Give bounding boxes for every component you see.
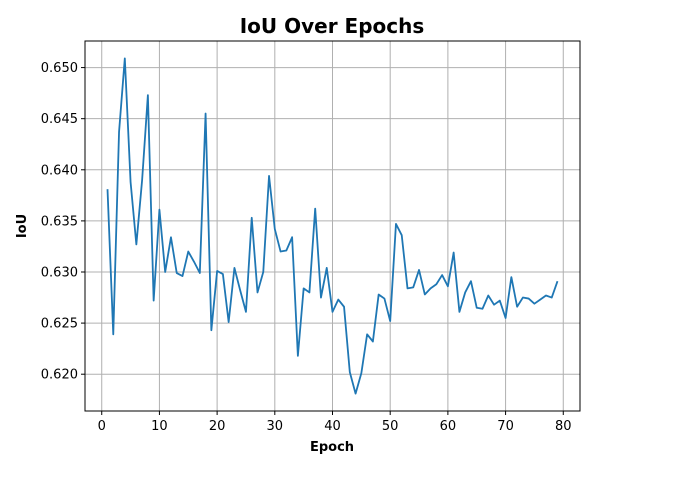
x-tick-label: 50 bbox=[382, 419, 399, 434]
y-axis-label: IoU bbox=[15, 214, 30, 238]
x-tick-label: 70 bbox=[497, 419, 514, 434]
y-tick-label: 0.620 bbox=[41, 368, 78, 383]
y-tick-label: 0.645 bbox=[41, 112, 78, 127]
x-tick-label: 60 bbox=[440, 419, 457, 434]
chart-title: IoU Over Epochs bbox=[240, 14, 425, 38]
x-tick-label: 30 bbox=[267, 419, 284, 434]
y-tick-label: 0.640 bbox=[41, 163, 78, 178]
y-tick-label: 0.630 bbox=[41, 265, 78, 280]
series-line-iou bbox=[106, 57, 559, 395]
y-tick-label: 0.625 bbox=[41, 317, 78, 332]
grid-lines bbox=[85, 41, 580, 411]
x-tick-label: 10 bbox=[151, 419, 168, 434]
x-tick-label: 20 bbox=[209, 419, 226, 434]
x-tick-label: 80 bbox=[555, 419, 572, 434]
y-axis-ticks: 0.620 0.625 0.630 0.635 0.640 0.645 0.650 bbox=[41, 61, 85, 383]
y-tick-label: 0.635 bbox=[41, 214, 78, 229]
x-tick-label: 0 bbox=[98, 419, 106, 434]
x-axis-label: Epoch bbox=[310, 440, 354, 455]
y-tick-label: 0.650 bbox=[41, 61, 78, 76]
x-axis-ticks: 0 10 20 30 40 50 60 70 80 bbox=[98, 411, 572, 434]
x-tick-label: 40 bbox=[324, 419, 341, 434]
